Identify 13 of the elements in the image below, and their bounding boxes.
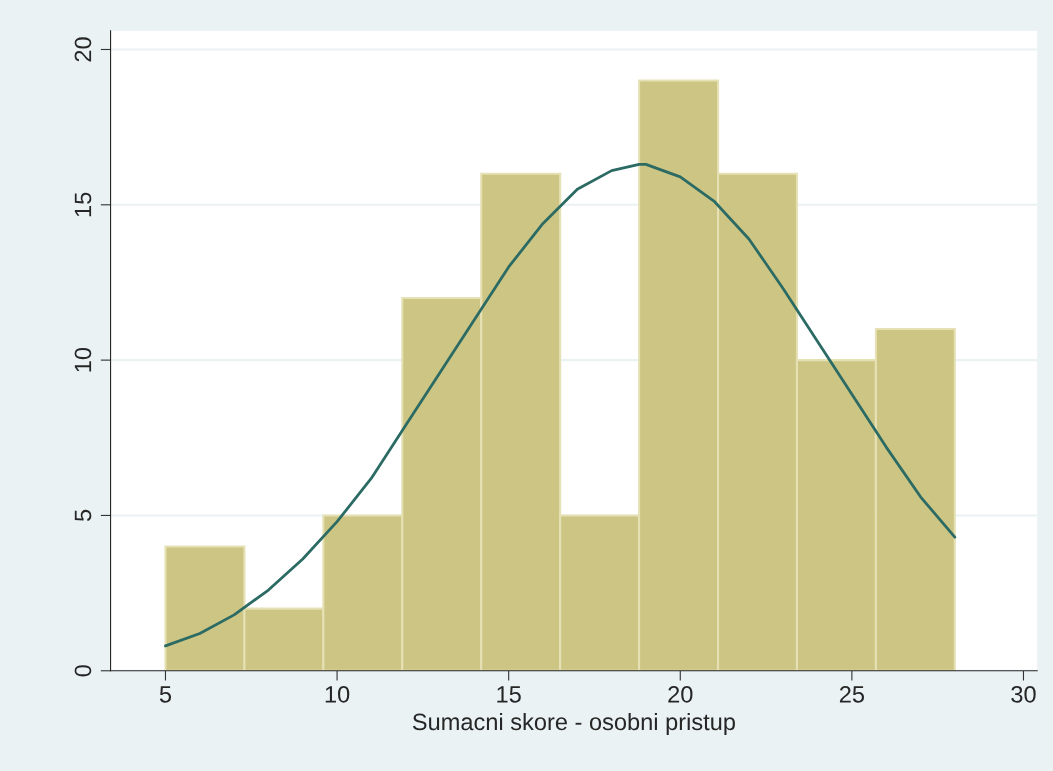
- x-tick-label: 25: [839, 685, 865, 703]
- x-tick-label: 5: [159, 686, 172, 703]
- x-tick-label: 15: [497, 686, 521, 703]
- y-tick-label: 5: [74, 509, 92, 522]
- line-series: [164, 163, 957, 648]
- y-tick-label: 20: [74, 37, 92, 62]
- x-tick-label: 20: [668, 685, 693, 703]
- x-tick-label: 30: [1011, 685, 1036, 703]
- x-tick-label: 10: [325, 685, 350, 703]
- y-tick-label: 0: [74, 665, 92, 677]
- y-tick-label: 15: [74, 192, 92, 217]
- x-axis-title: Sumacni skore - osobni pristup: [412, 712, 735, 735]
- y-tick-label: 10: [74, 347, 92, 372]
